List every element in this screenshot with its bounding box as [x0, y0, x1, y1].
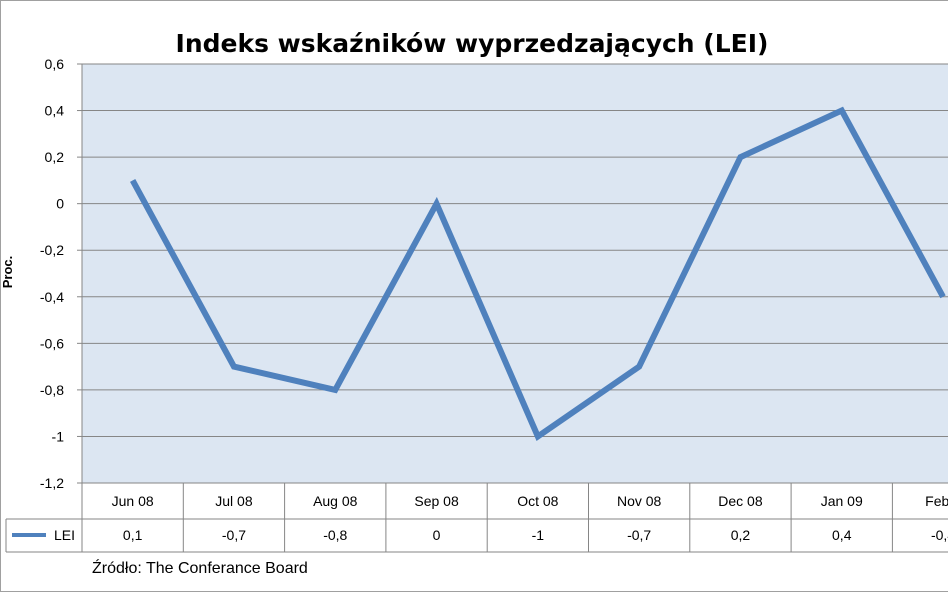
x-tick-label: Oct 08	[517, 493, 558, 509]
x-tick-label: Nov 08	[617, 493, 662, 509]
chart-title: Indeks wskaźników wyprzedzających (LEI)	[176, 29, 769, 58]
y-axis-ticks: 0,6 0,4 0,2 0 -0,2 -0,4 -0,6 -0,8 -1 -1,2	[40, 56, 82, 491]
y-tick-label: 0,4	[45, 103, 65, 119]
y-tick-label: -1,2	[40, 475, 64, 491]
data-table-value: -1	[532, 527, 545, 543]
data-table-value: 0,4	[832, 527, 852, 543]
data-table-value: 0,1	[123, 527, 143, 543]
x-tick-label: Jan 09	[821, 493, 863, 509]
data-table-value: -0,7	[222, 527, 246, 543]
x-tick-label: Jun 08	[112, 493, 154, 509]
data-table-value: 0,2	[731, 527, 751, 543]
x-tick-label: Aug 08	[313, 493, 358, 509]
y-tick-label: -1	[52, 428, 65, 444]
y-tick-label: 0,2	[45, 149, 65, 165]
y-tick-label: -0,2	[40, 242, 64, 258]
x-tick-label: Jul 08	[215, 493, 253, 509]
y-tick-label: -0,8	[40, 382, 64, 398]
y-tick-label: 0	[56, 196, 64, 212]
data-table-value: -0,8	[323, 527, 347, 543]
data-table-value: 0	[433, 527, 441, 543]
y-tick-label: -0,4	[40, 289, 64, 305]
data-table-value: -0,4	[931, 527, 948, 543]
y-tick-label: 0,6	[45, 56, 65, 72]
x-tick-label: Sep 08	[414, 493, 459, 509]
x-tick-label: Dec 08	[718, 493, 763, 509]
data-table-value: -0,7	[627, 527, 651, 543]
series-layer	[130, 106, 946, 441]
data-table: Jun 08 Jul 08 Aug 08 Sep 08 Oct 08 Nov 08 Dec …	[5, 482, 948, 553]
source-note: Źródło: The Conferance Board	[92, 558, 308, 577]
legend-label: LEI	[54, 527, 75, 543]
plot-area	[82, 64, 948, 483]
y-axis-label: Proc.	[0, 256, 15, 289]
x-tick-label: Feb 0	[925, 493, 948, 509]
y-tick-label: -0,6	[40, 335, 64, 351]
